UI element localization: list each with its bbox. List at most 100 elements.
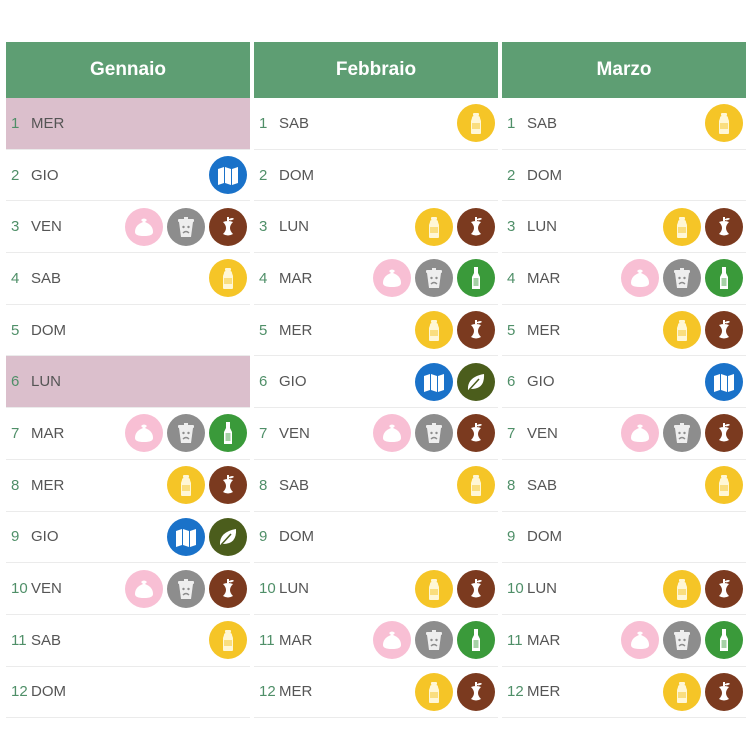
day-number: 8 <box>11 476 20 494</box>
day-number: 10 <box>507 580 524 598</box>
bottle-plastic-icon <box>705 466 743 505</box>
day-number: 8 <box>259 476 268 494</box>
day-number: 9 <box>259 528 268 546</box>
collection-calendar: Gennaio 1 MER 2 GIO 3 VEN 4 SAB 5 DOM 6 LUN 7 MAR 8 MER… <box>6 42 746 719</box>
weekday-name: GIO <box>279 373 307 391</box>
weekday-name: DOM <box>279 528 314 546</box>
newspaper-icon <box>415 362 453 401</box>
collection-icons <box>457 466 495 505</box>
apple-core-icon <box>457 311 495 350</box>
day-row: 7 MAR <box>6 408 250 459</box>
day-number: 3 <box>507 218 516 236</box>
weekday-name: SAB <box>527 114 558 132</box>
apple-core-icon <box>209 207 247 246</box>
day-number: 11 <box>11 631 27 649</box>
day-number: 10 <box>259 580 276 598</box>
day-row: 11 SAB <box>6 614 250 666</box>
day-number: 3 <box>11 218 20 236</box>
weekday-name: SAB <box>279 476 310 494</box>
weekday-name: DOM <box>527 166 562 184</box>
newspaper-icon <box>705 362 743 401</box>
day-number: 8 <box>507 476 516 494</box>
day-number: 4 <box>11 269 20 287</box>
newspaper-icon <box>167 517 205 556</box>
day-row: 1 MER <box>6 98 250 149</box>
bottle-plastic-icon <box>705 104 743 143</box>
day-row: 8 MER <box>6 459 250 511</box>
sad-bin-icon <box>663 621 701 660</box>
day-row: 12 MER <box>254 666 498 718</box>
weekday-name: DOM <box>279 166 314 184</box>
weekday-name: MAR <box>527 631 561 649</box>
trash-bag-icon <box>621 259 659 298</box>
collection-icons <box>167 466 247 505</box>
bottle-plastic-icon <box>167 466 205 505</box>
bottle-plastic-icon <box>663 672 701 711</box>
day-row: 5 MER <box>254 304 498 356</box>
day-row: 3 LUN <box>502 201 746 253</box>
weekday-name: MAR <box>279 269 313 287</box>
collection-icons <box>415 311 495 350</box>
apple-core-icon <box>705 672 743 711</box>
day-row: 12 DOM <box>6 666 250 718</box>
trash-bag-icon <box>125 207 163 246</box>
glass-bottle-icon <box>209 414 247 453</box>
apple-core-icon <box>457 207 495 246</box>
day-number: 6 <box>259 373 268 391</box>
bottle-plastic-icon <box>209 259 247 298</box>
day-list: 1 MER 2 GIO 3 VEN 4 SAB 5 DOM 6 LUN 7 MAR 8 MER 9 GIO 10 VE… <box>6 98 250 718</box>
weekday-name: VEN <box>527 424 558 442</box>
day-row: 9 GIO <box>6 511 250 563</box>
bottle-plastic-icon <box>457 104 495 143</box>
glass-bottle-icon <box>457 621 495 660</box>
weekday-name: SAB <box>527 476 558 494</box>
glass-bottle-icon <box>705 621 743 660</box>
day-number: 1 <box>259 114 268 132</box>
bottle-plastic-icon <box>415 672 453 711</box>
bottle-plastic-icon <box>663 207 701 246</box>
day-row: 5 DOM <box>6 304 250 356</box>
leaf-icon <box>457 362 495 401</box>
sad-bin-icon <box>167 569 205 608</box>
weekday-name: MER <box>279 683 313 701</box>
day-row: 6 GIO <box>502 356 746 408</box>
weekday-name: MAR <box>527 269 561 287</box>
bottle-plastic-icon <box>663 569 701 608</box>
collection-icons <box>705 104 743 143</box>
weekday-name: MER <box>31 114 65 132</box>
collection-icons <box>209 259 247 298</box>
day-number: 11 <box>259 631 275 649</box>
day-row: 1 SAB <box>254 98 498 149</box>
day-row: 7 VEN <box>254 408 498 459</box>
day-row: 3 LUN <box>254 201 498 253</box>
bottle-plastic-icon <box>415 311 453 350</box>
day-number: 12 <box>507 683 524 701</box>
collection-icons <box>663 311 743 350</box>
weekday-name: VEN <box>31 580 62 598</box>
collection-icons <box>125 207 247 246</box>
collection-icons <box>705 362 743 401</box>
month-column-marzo: Marzo 1 SAB 2 DOM 3 LUN 4 MAR 5 MER 6 GIO 7 VEN 8 SAB 9 D… <box>502 42 746 719</box>
collection-icons <box>663 672 743 711</box>
weekday-name: LUN <box>279 580 310 598</box>
day-number: 7 <box>11 424 20 442</box>
day-number: 6 <box>507 373 516 391</box>
bottle-plastic-icon <box>415 569 453 608</box>
collection-icons <box>621 259 743 298</box>
sad-bin-icon <box>415 621 453 660</box>
day-number: 11 <box>507 631 523 649</box>
glass-bottle-icon <box>705 259 743 298</box>
day-number: 3 <box>259 218 268 236</box>
day-row: 8 SAB <box>254 459 498 511</box>
collection-icons <box>415 672 495 711</box>
leaf-icon <box>209 517 247 556</box>
day-number: 2 <box>259 166 268 184</box>
day-row: 1 SAB <box>502 98 746 149</box>
day-number: 6 <box>11 373 20 391</box>
day-number: 1 <box>11 114 20 132</box>
bottle-plastic-icon <box>457 466 495 505</box>
apple-core-icon <box>705 207 743 246</box>
newspaper-icon <box>209 156 247 195</box>
day-row: 6 LUN <box>6 356 250 408</box>
bottle-plastic-icon <box>209 621 247 660</box>
